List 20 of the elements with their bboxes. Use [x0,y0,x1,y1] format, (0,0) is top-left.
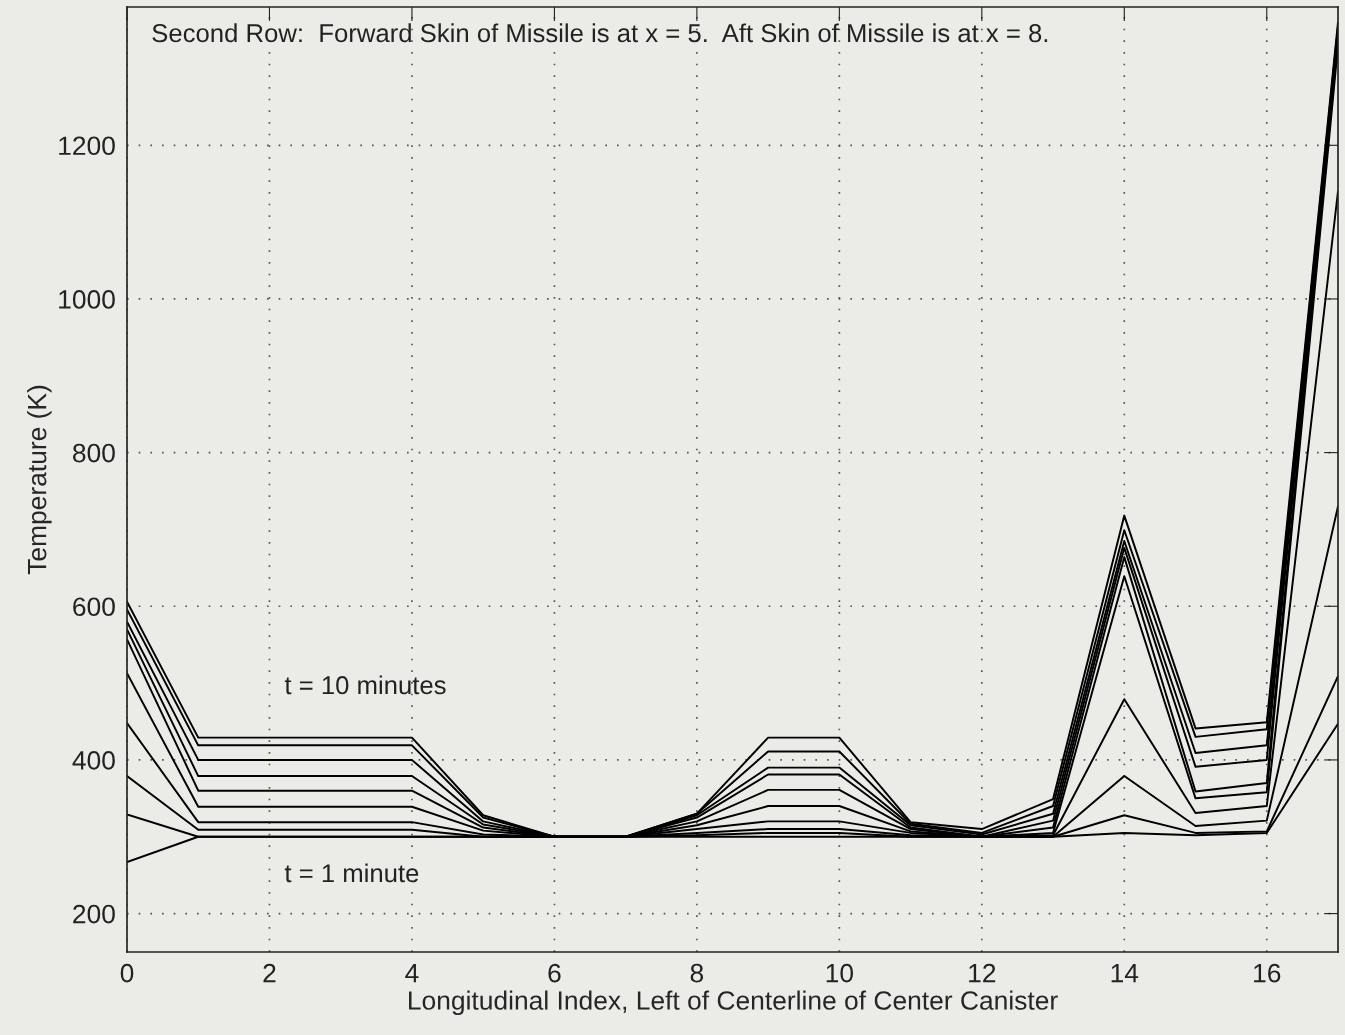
x-tick-label: 10 [826,963,853,983]
x-tick-label: 8 [690,963,704,983]
x-tick-label: 14 [1111,964,1139,983]
y-tick-label: 400 [72,751,115,770]
y-tick-label: 1200 [59,136,115,156]
y-tick-label: 800 [73,443,115,463]
x-tick-label: 16 [1254,963,1281,983]
annotation: t = 10 minutes [284,675,446,695]
x-axis-title: Longitudinal Index, Left of Centerline of Center Canister [409,990,1058,1016]
y-tick-label: 600 [73,597,115,617]
x-tick-label: 6 [548,963,561,983]
x-tick-label: 0 [120,963,134,983]
y-tick-label: 1000 [59,290,115,309]
x-tick-label: 4 [405,964,419,983]
annotation: Second Row: Forward Skin of Missile is at x = 5. Aft Skin of Missile is at x = 8. [152,23,1048,43]
x-tick-label: 12 [969,963,996,983]
y-axis-title: Temperature (K) [27,385,52,575]
x-tick-label: 2 [263,963,276,983]
y-tick-label: 200 [73,904,115,924]
annotation: t = 1 minute [284,863,419,883]
